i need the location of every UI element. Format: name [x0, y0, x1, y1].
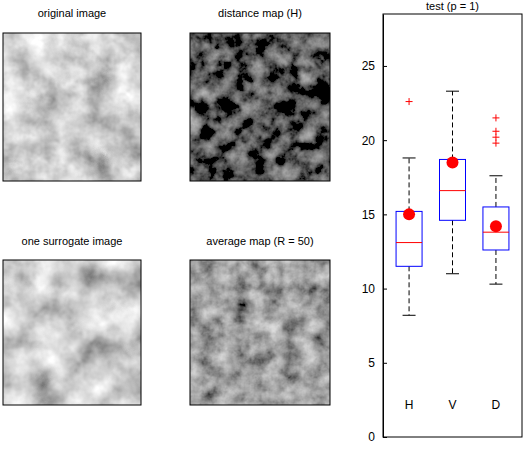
- outlier: [492, 114, 499, 121]
- image-frame: [190, 260, 330, 405]
- tick-label: 10: [362, 282, 376, 296]
- tick-label: 0: [368, 430, 375, 444]
- box: [396, 98, 422, 315]
- tick-label: H: [405, 398, 414, 412]
- figure: original image distance map (H) one surrog…: [0, 0, 528, 449]
- image-frame: [190, 33, 330, 181]
- whisker: [409, 158, 410, 211]
- whisker: [452, 91, 453, 159]
- image-panel: original image: [3, 7, 141, 181]
- image-frame: [3, 33, 141, 181]
- whisker: [495, 250, 496, 284]
- median: [440, 190, 466, 191]
- whisker: [409, 266, 410, 315]
- tick: 10: [362, 282, 387, 296]
- x-labels: HVD: [405, 398, 501, 412]
- tick-mark: [383, 214, 387, 215]
- image: [190, 33, 330, 181]
- plot-frame: [383, 14, 522, 437]
- image-panel: one surrogate image: [3, 235, 141, 405]
- box-body: [440, 159, 466, 220]
- tick-label: V: [448, 398, 456, 412]
- whisker: [495, 176, 496, 207]
- whisker-cap: [489, 284, 502, 285]
- axis-line: [383, 15, 384, 438]
- tick: 0: [368, 430, 387, 444]
- observed-point: [447, 156, 459, 168]
- image-frame: [3, 260, 141, 405]
- tick-label: 15: [362, 208, 376, 222]
- box: [483, 114, 509, 284]
- outlier: [406, 98, 413, 105]
- whisker-cap: [446, 273, 459, 274]
- panel-title: distance map (H): [218, 7, 302, 19]
- box: [440, 91, 466, 274]
- image-panel: average map (R = 50): [190, 235, 330, 405]
- observed-point: [490, 220, 502, 232]
- panel-title: average map (R = 50): [206, 235, 313, 247]
- whisker-cap: [403, 157, 416, 158]
- tick-mark: [383, 140, 387, 141]
- image: [3, 260, 141, 405]
- y-axis: 0 5 10 15 20 25: [362, 15, 387, 445]
- image-panel: distance map (H): [190, 7, 330, 181]
- median: [396, 242, 422, 243]
- chart-title: test (p = 1): [426, 0, 479, 12]
- outlier: [492, 128, 499, 135]
- image: [190, 260, 330, 405]
- tick: 25: [362, 59, 387, 73]
- tick-mark: [383, 66, 387, 67]
- tick-label: 25: [362, 59, 376, 73]
- tick: 20: [362, 133, 387, 147]
- tick-label: D: [492, 398, 501, 412]
- marks: [396, 91, 509, 315]
- tick-mark: [383, 363, 387, 364]
- panel-title: one surrogate image: [22, 235, 123, 247]
- tick-label: 20: [362, 133, 376, 147]
- whisker-cap: [446, 91, 459, 92]
- tick-mark: [383, 437, 387, 438]
- observed-point: [403, 208, 415, 220]
- panel-title: original image: [38, 7, 106, 19]
- tick-mark: [383, 289, 387, 290]
- whisker-cap: [489, 175, 502, 176]
- tick: 5: [368, 356, 387, 370]
- tick-label: 5: [368, 356, 375, 370]
- whisker-cap: [403, 315, 416, 316]
- tick: 15: [362, 208, 387, 222]
- image: [3, 33, 141, 181]
- box-body: [483, 207, 509, 250]
- whisker: [452, 220, 453, 273]
